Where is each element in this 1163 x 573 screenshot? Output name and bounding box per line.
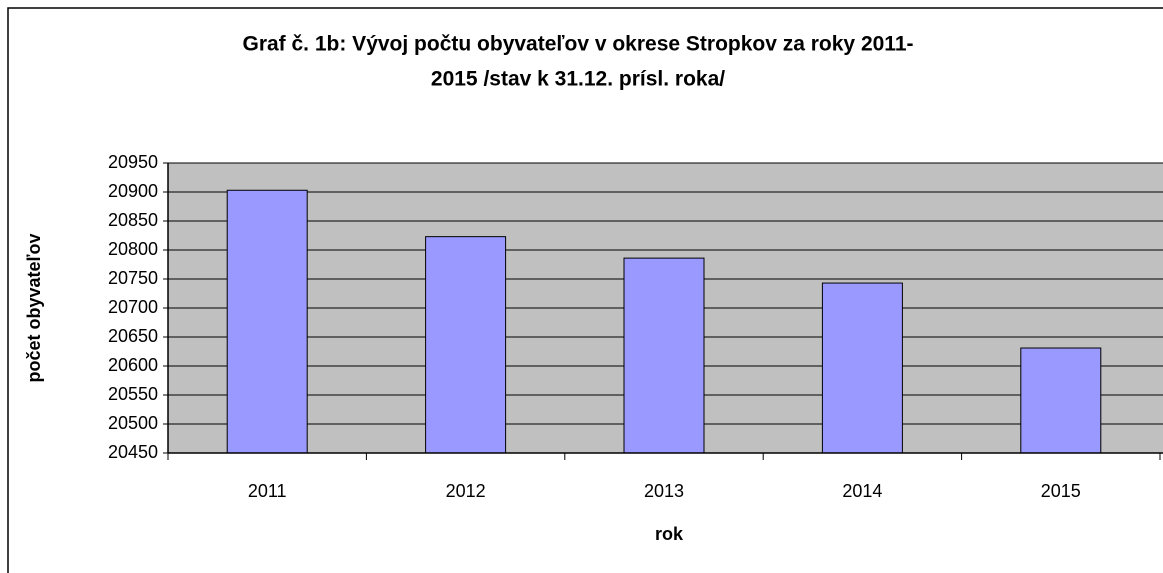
y-tick-label: 20800 <box>108 239 158 259</box>
y-tick-label: 20500 <box>108 413 158 433</box>
x-tick-label: 2012 <box>446 481 486 501</box>
x-axis-label: rok <box>655 524 684 544</box>
bar <box>425 236 507 454</box>
y-tick-label: 20750 <box>108 268 158 288</box>
x-tick-label: 2015 <box>1041 481 1081 501</box>
bar <box>226 189 308 454</box>
bar <box>623 257 705 454</box>
y-tick-label: 20850 <box>108 210 158 230</box>
y-tick-label: 20550 <box>108 384 158 404</box>
chart-title: 2015 /stav k 31.12. prísl. roka/ <box>431 68 725 91</box>
x-tick-label: 2013 <box>644 481 684 501</box>
y-tick-label: 20950 <box>108 152 158 172</box>
x-tick-label: 2011 <box>248 481 287 501</box>
bar <box>1020 347 1102 454</box>
y-axis-label: počet obyvateľov <box>24 234 44 383</box>
y-tick-label: 20650 <box>108 326 158 346</box>
y-tick-label: 20900 <box>108 181 158 201</box>
bar <box>821 282 903 454</box>
y-tick-label: 20450 <box>108 442 158 462</box>
y-tick-label: 20600 <box>108 355 158 375</box>
chart-title: Graf č. 1b: Vývoj počtu obyvateľov v okr… <box>242 33 913 56</box>
y-tick-label: 20700 <box>108 297 158 317</box>
x-tick-label: 2014 <box>842 481 882 501</box>
